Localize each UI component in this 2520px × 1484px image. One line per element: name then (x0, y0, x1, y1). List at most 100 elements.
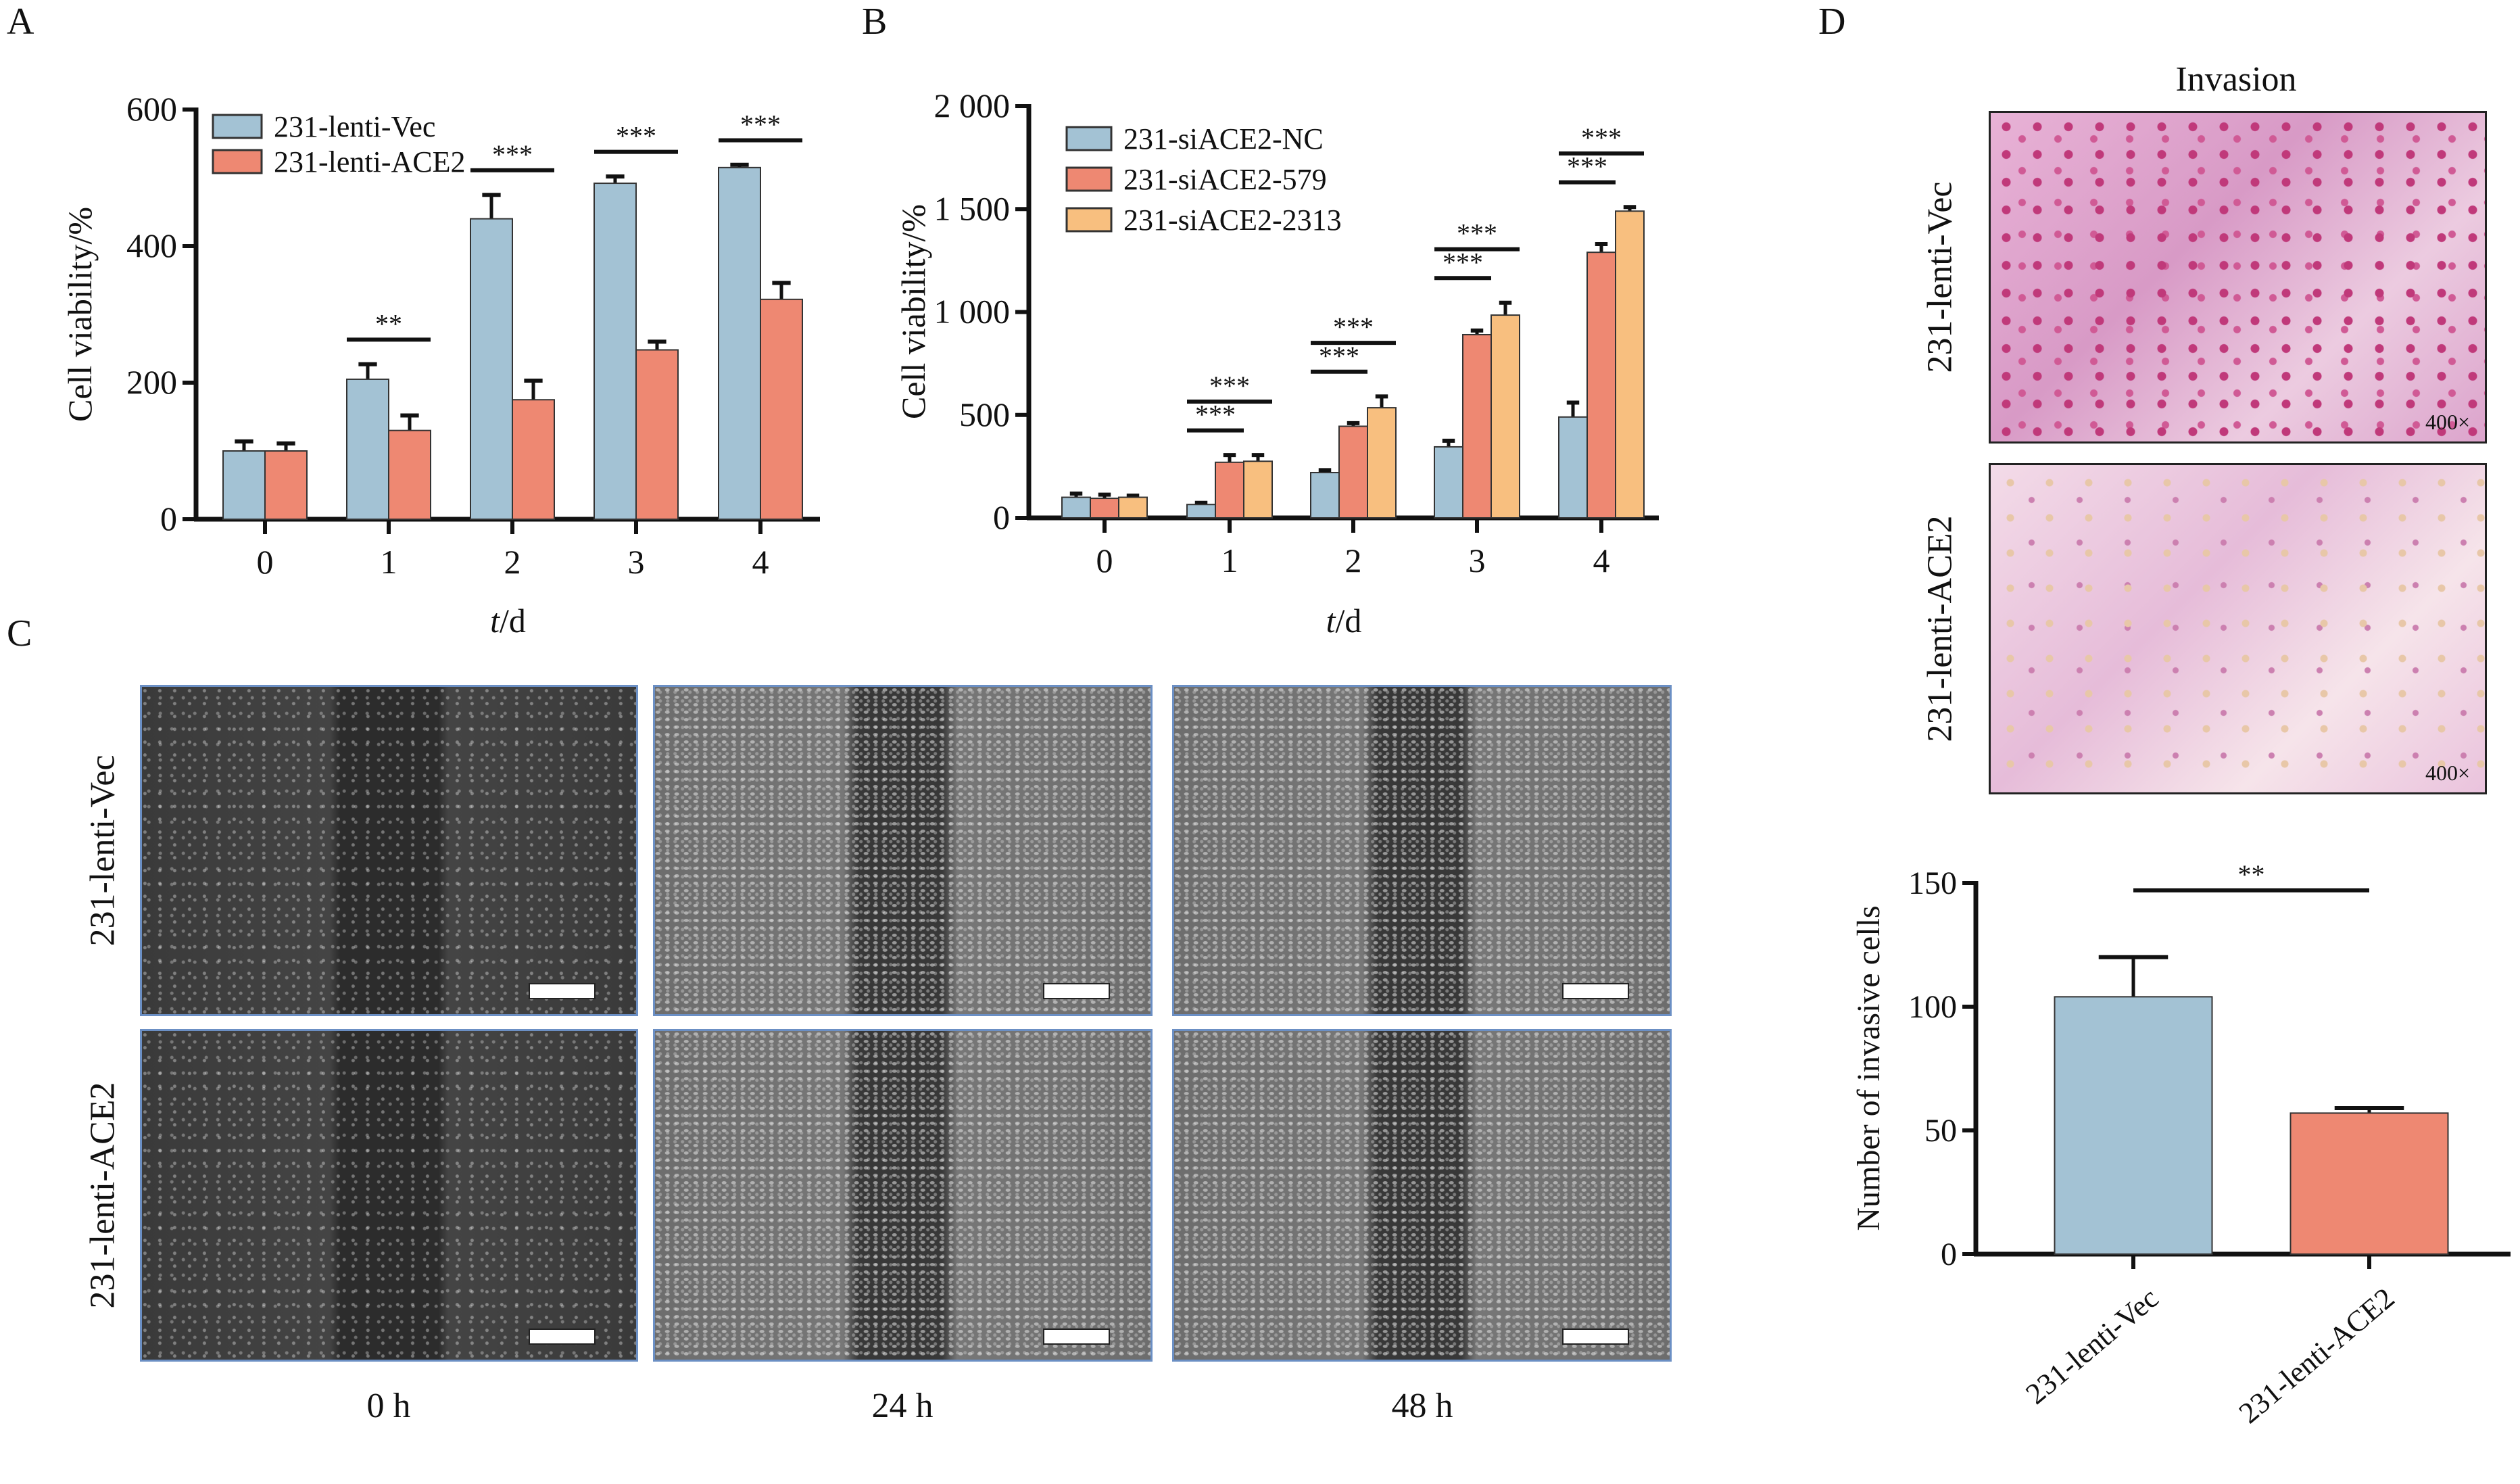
bar-231-lenti-ACE2-231-lenti-ACE2 (2289, 1112, 2449, 1255)
significance-marker: *** (616, 121, 656, 151)
wound-image-ace2-48h (1172, 1029, 1672, 1362)
y-tick-label: 0 (993, 498, 1010, 536)
panel-label-d: D (1818, 1, 1846, 43)
bar-231-lenti-Vec-231-lenti-Vec (2054, 996, 2213, 1255)
significance-marker: *** (1443, 247, 1483, 277)
y-tick-label: 1 500 (934, 189, 1011, 227)
significance-marker: *** (740, 109, 781, 139)
bar-231-siACE2-579-4 (1586, 252, 1616, 519)
y-tick-label: 600 (126, 90, 177, 128)
y-tick-label: 1 000 (934, 293, 1011, 331)
y-tick-label: 0 (1941, 1237, 1957, 1272)
wound-row-label-ace2: 231-lenti-ACE2 (83, 1082, 122, 1309)
invasion-image-ace2: 400× (1989, 463, 2487, 794)
x-tick-label: 3 (628, 543, 645, 581)
bar-231-lenti-Vec-0 (222, 450, 266, 520)
legend-label: 231-siACE2-579 (1123, 163, 1327, 196)
x-tick-label: 231-lenti-Vec (2019, 1281, 2164, 1410)
magnification-label: 400× (2425, 761, 2470, 785)
wound-image-ace2-24h (653, 1029, 1153, 1362)
bar-231-lenti-ACE2-0 (264, 450, 308, 520)
y-axis-label: Number of invasive cells (1851, 905, 1887, 1230)
bar-231-lenti-Vec-2 (470, 218, 513, 520)
y-tick-label: 500 (959, 396, 1010, 433)
legend-label: 231-siACE2-NC (1123, 122, 1324, 155)
x-axis-label-var: t (490, 602, 500, 640)
y-tick-label: 100 (1908, 989, 1957, 1025)
significance-marker: ** (375, 308, 402, 339)
bar-231-siACE2-NC-3 (1434, 446, 1463, 519)
scale-bar (1562, 983, 1629, 999)
x-tick-label: 0 (257, 543, 274, 581)
y-tick-label: 50 (1924, 1113, 1957, 1149)
significance-marker: *** (1333, 312, 1374, 342)
time-label-24h: 24 h (871, 1387, 934, 1425)
wound-image-vec-48h (1172, 685, 1672, 1016)
bar-231-lenti-ACE2-3 (635, 349, 679, 521)
bar-231-siACE2-579-2 (1338, 425, 1368, 519)
scale-bar (1043, 1329, 1110, 1345)
y-tick-label: 150 (1908, 865, 1957, 901)
x-tick-label: 2 (1345, 542, 1362, 579)
y-tick-label: 2 000 (934, 87, 1011, 124)
legend-swatch (1065, 207, 1113, 233)
panel-label-b: B (862, 1, 888, 43)
scale-bar (1043, 983, 1110, 999)
y-axis-label: Cell viability/% (61, 207, 99, 422)
x-tick-label: 1 (1221, 542, 1238, 579)
bar-231-siACE2-NC-1 (1186, 504, 1216, 519)
x-tick-label: 0 (1096, 542, 1113, 579)
y-axis-label: Cell viability/% (894, 204, 932, 419)
x-tick-label: 231-lenti-ACE2 (2233, 1281, 2401, 1430)
significance-marker: *** (1581, 122, 1622, 153)
x-axis-label: t/d (1326, 602, 1362, 640)
significance-marker: *** (492, 139, 533, 170)
invasion-image-vec: 400× (1989, 111, 2487, 444)
legend-label: 231-siACE2-2313 (1123, 204, 1342, 237)
x-tick-label: 1 (381, 543, 397, 581)
bar-231-lenti-ACE2-4 (760, 298, 803, 520)
legend-label: 231-lenti-Vec (274, 110, 435, 143)
y-tick-label: 200 (126, 363, 177, 401)
invasion-title: Invasion (2175, 60, 2297, 99)
y-tick-label: 0 (160, 500, 177, 537)
time-label-0h: 0 h (366, 1387, 411, 1425)
x-axis-label-unit: /d (1336, 602, 1362, 640)
magnification-label: 400× (2425, 410, 2470, 434)
bar-231-lenti-Vec-1 (346, 378, 389, 521)
legend-swatch (212, 149, 263, 174)
bar-231-siACE2-579-3 (1462, 333, 1492, 519)
bar-231-siACE2-2313-1 (1243, 460, 1273, 519)
bar-231-siACE2-2313-2 (1367, 407, 1397, 519)
wound-image-vec-0h (140, 685, 638, 1016)
x-axis-label-unit: /d (500, 602, 526, 640)
bar-231-lenti-ACE2-2 (512, 399, 555, 520)
x-tick-label: 3 (1469, 542, 1486, 579)
bar-231-siACE2-NC-4 (1558, 416, 1588, 519)
bar-231-lenti-Vec-4 (718, 166, 761, 521)
bar-231-lenti-Vec-3 (593, 183, 637, 520)
bar-231-siACE2-2313-3 (1491, 314, 1520, 519)
significance-marker: ** (2238, 859, 2265, 890)
wound-image-ace2-0h (140, 1029, 638, 1362)
bar-231-siACE2-NC-0 (1061, 496, 1091, 519)
significance-marker: *** (1567, 151, 1607, 182)
scale-bar (529, 1329, 596, 1345)
legend-label: 231-lenti-ACE2 (274, 145, 466, 178)
time-label-48h: 48 h (1391, 1387, 1453, 1425)
x-tick-label: 4 (752, 543, 769, 581)
legend-swatch (212, 114, 263, 139)
legend-swatch (1065, 126, 1113, 151)
x-axis-label: t/d (490, 602, 526, 640)
x-tick-label: 2 (504, 543, 521, 581)
y-tick-label: 400 (126, 226, 177, 264)
significance-marker: *** (1209, 370, 1250, 401)
invasion-row-label-ace2: 231-lenti-ACE2 (1920, 515, 1960, 742)
scale-bar (1562, 1329, 1629, 1345)
bar-231-siACE2-2313-0 (1118, 496, 1148, 519)
wound-row-label-vec: 231-lenti-Vec (83, 755, 122, 947)
panel-label-a: A (7, 1, 34, 43)
wound-image-vec-24h (653, 685, 1153, 1016)
bar-231-siACE2-579-1 (1215, 461, 1244, 519)
